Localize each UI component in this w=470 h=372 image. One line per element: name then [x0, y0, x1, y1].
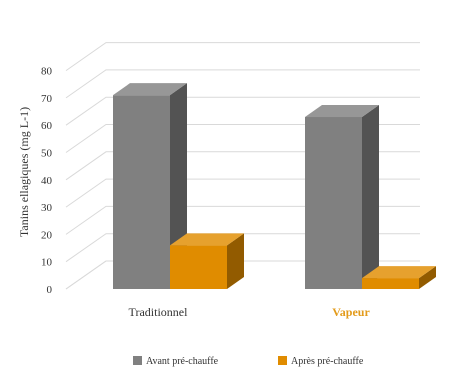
bar-front	[305, 117, 362, 289]
legend-label-apres: Après pré-chauffe	[291, 356, 364, 367]
y-tick-label: 40	[41, 175, 53, 187]
bar-top	[113, 83, 187, 96]
gridline	[65, 69, 420, 99]
bar-side	[227, 233, 244, 289]
x-tick-labels: Traditionnel Vapeur	[129, 305, 371, 319]
bar-top	[362, 266, 436, 279]
bar-front	[170, 245, 227, 289]
bar-front	[362, 278, 419, 289]
legend-swatch-apres	[278, 356, 287, 365]
y-tick-labels: 0 10 20 30 40 50 60 70 80	[41, 66, 53, 296]
y-axis-label: Tanins ellagiques (mg L-1)	[17, 107, 31, 237]
legend-item-avant: Avant pré-chauffe	[133, 356, 218, 367]
x-tick-label: Vapeur	[332, 305, 370, 319]
bar	[362, 266, 436, 289]
bar-front	[113, 95, 170, 289]
y-tick-label: 50	[41, 148, 53, 160]
bar-top	[305, 105, 379, 118]
y-tick-label: 80	[41, 66, 53, 78]
gridline	[65, 96, 420, 126]
y-tick-label: 30	[41, 202, 53, 214]
bar-side	[362, 105, 379, 289]
bar	[113, 83, 187, 289]
y-tick-label: 20	[41, 229, 53, 241]
bar-top	[170, 233, 244, 246]
gridline	[65, 42, 420, 72]
y-tick-label: 60	[41, 120, 53, 132]
bar	[305, 105, 379, 289]
axis-floor-line	[65, 260, 107, 290]
y-tick-label: 70	[41, 93, 53, 105]
legend-item-apres: Après pré-chauffe	[278, 356, 363, 367]
y-tick-label: 10	[41, 257, 53, 269]
legend-label-avant: Avant pré-chauffe	[146, 356, 219, 367]
legend-swatch-avant	[133, 356, 142, 365]
legend: Avant pré-chauffe Après pré-chauffe	[0, 356, 470, 370]
y-tick-label: 0	[47, 284, 53, 296]
bars	[113, 83, 436, 289]
gridlines	[65, 42, 420, 290]
x-tick-label: Traditionnel	[129, 305, 189, 319]
bar-side	[419, 266, 436, 289]
bar	[170, 233, 244, 289]
